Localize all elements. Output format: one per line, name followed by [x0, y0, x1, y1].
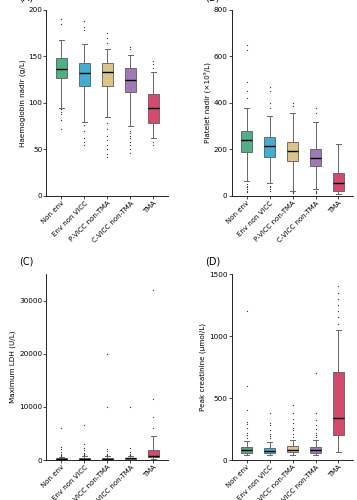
Text: (A): (A): [20, 0, 34, 2]
Y-axis label: Platelet nadir (×10⁹/L): Platelet nadir (×10⁹/L): [203, 62, 211, 144]
PathPatch shape: [333, 173, 344, 191]
Text: (C): (C): [20, 256, 34, 266]
Y-axis label: Maximum LDH (U/L): Maximum LDH (U/L): [10, 331, 16, 404]
PathPatch shape: [241, 447, 252, 453]
PathPatch shape: [125, 458, 136, 459]
Text: (B): (B): [205, 0, 219, 2]
PathPatch shape: [102, 458, 113, 459]
PathPatch shape: [287, 142, 298, 160]
PathPatch shape: [148, 94, 159, 124]
PathPatch shape: [333, 372, 344, 434]
Y-axis label: Haemoglobin nadir (g/L): Haemoglobin nadir (g/L): [19, 59, 26, 147]
PathPatch shape: [56, 458, 67, 459]
PathPatch shape: [125, 68, 136, 92]
PathPatch shape: [79, 63, 90, 86]
PathPatch shape: [79, 458, 90, 459]
PathPatch shape: [241, 131, 252, 152]
PathPatch shape: [148, 450, 159, 458]
PathPatch shape: [102, 63, 113, 86]
PathPatch shape: [287, 446, 298, 452]
PathPatch shape: [264, 448, 275, 453]
Text: (D): (D): [205, 256, 220, 266]
PathPatch shape: [264, 136, 275, 157]
PathPatch shape: [56, 58, 67, 78]
PathPatch shape: [310, 446, 321, 453]
Y-axis label: Peak creatinine (μmol/L): Peak creatinine (μmol/L): [200, 323, 206, 411]
PathPatch shape: [310, 150, 321, 166]
